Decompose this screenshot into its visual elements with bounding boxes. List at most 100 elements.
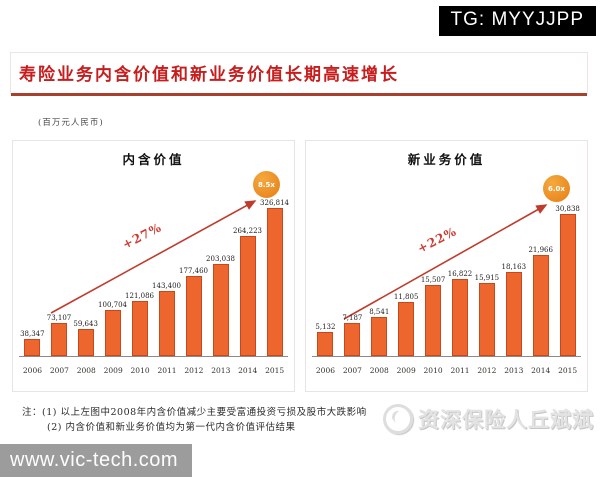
bar-value-label: 11,805 [393, 293, 419, 301]
footnote-line-1: 注：(1) 以上左图中2008年内含价值减少主要受富通投资亏损及股市大跌影响 [22, 406, 367, 421]
title-underline [11, 93, 587, 96]
new-business-value-chart: 新业务价值 +22% 6.0x 5,132 7,187 8,541 11,805 15,… [305, 140, 588, 392]
chart-title: 新业务价值 [407, 152, 486, 167]
bar-value-label: 73,107 [46, 314, 72, 322]
x-axis-label: 2012 [184, 366, 204, 375]
bar [317, 332, 334, 356]
chart-title: 内含价值 [122, 152, 185, 167]
bar-value-label: 326,814 [260, 199, 289, 207]
x-axis-label: 2009 [396, 366, 416, 375]
x-axis-label: 2012 [477, 366, 497, 375]
bar-slot: 59,643 [72, 320, 99, 356]
x-axis-label: 2015 [265, 366, 285, 375]
bar-value-label: 100,704 [98, 301, 127, 309]
footnotes: 注：(1) 以上左图中2008年内含价值减少主要受富通投资亏损及股市大跌影响 (… [22, 406, 367, 435]
bar [425, 285, 442, 356]
x-axis-label: 2010 [130, 366, 150, 375]
bar-slot: 100,704 [98, 301, 127, 356]
bar-value-label: 59,643 [73, 320, 98, 328]
bar-slot: 143,400 [152, 282, 181, 356]
bar-slot: 326,814 [260, 199, 289, 356]
bar [104, 310, 121, 356]
bar-slot: 121,086 [125, 292, 154, 356]
bar-slot: 16,822 [447, 270, 474, 356]
bar-value-label: 38,347 [20, 330, 45, 338]
bar-slot: 203,038 [206, 255, 235, 356]
watermark: 资深保险人丘斌斌 [383, 404, 594, 434]
bar [344, 323, 361, 356]
bar-slot: 11,805 [393, 293, 420, 356]
watermark-text: 资深保险人丘斌斌 [418, 407, 594, 432]
x-axis-label: 2013 [504, 366, 524, 375]
unit-note: (百万元人民币) [38, 118, 104, 128]
bar-slot: 7,187 [339, 314, 366, 356]
bar-value-label: 5,132 [315, 323, 336, 331]
bar-value-label: 264,223 [233, 227, 262, 235]
bar-slot: 21,966 [527, 246, 554, 356]
x-axis-label: 2013 [211, 366, 231, 375]
bar-slot: 73,107 [46, 314, 73, 356]
bar-value-label: 15,915 [474, 274, 500, 282]
bars-area: 5,132 7,187 8,541 11,805 15,507 16,822 15,915 1… [312, 171, 581, 357]
bar-value-label: 203,038 [206, 255, 235, 263]
website-bar: www.vic-tech.com [0, 444, 192, 477]
bar [185, 276, 202, 356]
bar-slot: 5,132 [312, 323, 339, 356]
bar [398, 302, 415, 356]
x-axis-label: 2006 [22, 366, 42, 375]
x-axis: 2006 2007 2008 2009 2010 2011 2012 2013 2014 2015 [19, 366, 288, 375]
bar [266, 208, 283, 356]
x-axis-label: 2015 [558, 366, 578, 375]
bar [51, 323, 67, 356]
bar-slot: 264,223 [233, 227, 262, 356]
page-title: 寿险业务内含价值和新业务价值长期高速增长 [19, 65, 399, 85]
bar-value-label: 121,086 [125, 292, 154, 300]
bar [77, 329, 94, 356]
bar [24, 339, 41, 356]
x-axis-label: 2011 [450, 366, 470, 375]
x-axis-label: 2014 [531, 366, 551, 375]
x-axis-label: 2014 [238, 366, 258, 375]
footnote-prefix: 注： [22, 407, 43, 418]
bar [239, 236, 256, 356]
bar-slot: 177,460 [179, 267, 208, 356]
growth-multiple-badge: 6.0x [543, 175, 570, 202]
footnote-line-2: (2) 内含价值和新业务价值均为第一代内含价值评估结果 [47, 421, 367, 436]
x-axis-label: 2009 [103, 366, 123, 375]
bar-slot: 15,915 [473, 274, 500, 356]
growth-multiple-badge: 8.5x [253, 171, 280, 198]
bar [451, 279, 468, 356]
x-axis-label: 2008 [76, 366, 96, 375]
bar-value-label: 15,507 [420, 276, 446, 284]
bar [131, 301, 148, 356]
bar [532, 255, 549, 356]
bar [371, 317, 388, 356]
x-axis-label: 2006 [315, 366, 335, 375]
bar-value-label: 16,822 [447, 270, 473, 278]
x-axis: 2006 2007 2008 2009 2010 2011 2012 2013 2014 2015 [312, 366, 581, 375]
bar-value-label: 21,966 [528, 246, 553, 254]
bar-value-label: 177,460 [179, 267, 208, 275]
x-axis-label: 2008 [369, 366, 389, 375]
footnote-text-1: (1) 以上左图中2008年内含价值减少主要受富通投资亏损及股市大跌影响 [42, 407, 367, 418]
bar [559, 214, 576, 356]
bar [212, 264, 229, 356]
bar-value-label: 8,541 [369, 308, 390, 316]
bar [478, 283, 495, 356]
bar-value-label: 18,163 [501, 263, 527, 271]
watermark-logo-icon [383, 404, 413, 434]
x-axis-label: 2010 [423, 366, 443, 375]
bar-slot: 8,541 [366, 308, 393, 356]
x-axis-label: 2007 [342, 366, 362, 375]
title-box: 寿险业务内含价值和新业务价值长期高速增长 [10, 52, 588, 94]
x-axis-label: 2007 [49, 366, 69, 375]
bar-slot: 30,838 [554, 205, 581, 356]
x-axis-label: 2011 [157, 366, 177, 375]
embedded-value-chart: 内含价值 +27% 8.5x 38,347 73,107 59,643 100,704… [12, 140, 295, 392]
bar-slot: 18,163 [500, 263, 527, 356]
bar [505, 272, 522, 356]
bar-slot: 38,347 [19, 330, 46, 356]
tg-badge: TG: MYYJJPP [438, 6, 596, 36]
footnote-text-2: (2) 内含价值和新业务价值均为第一代内含价值评估结果 [47, 421, 296, 433]
bar-value-label: 143,400 [152, 282, 181, 290]
